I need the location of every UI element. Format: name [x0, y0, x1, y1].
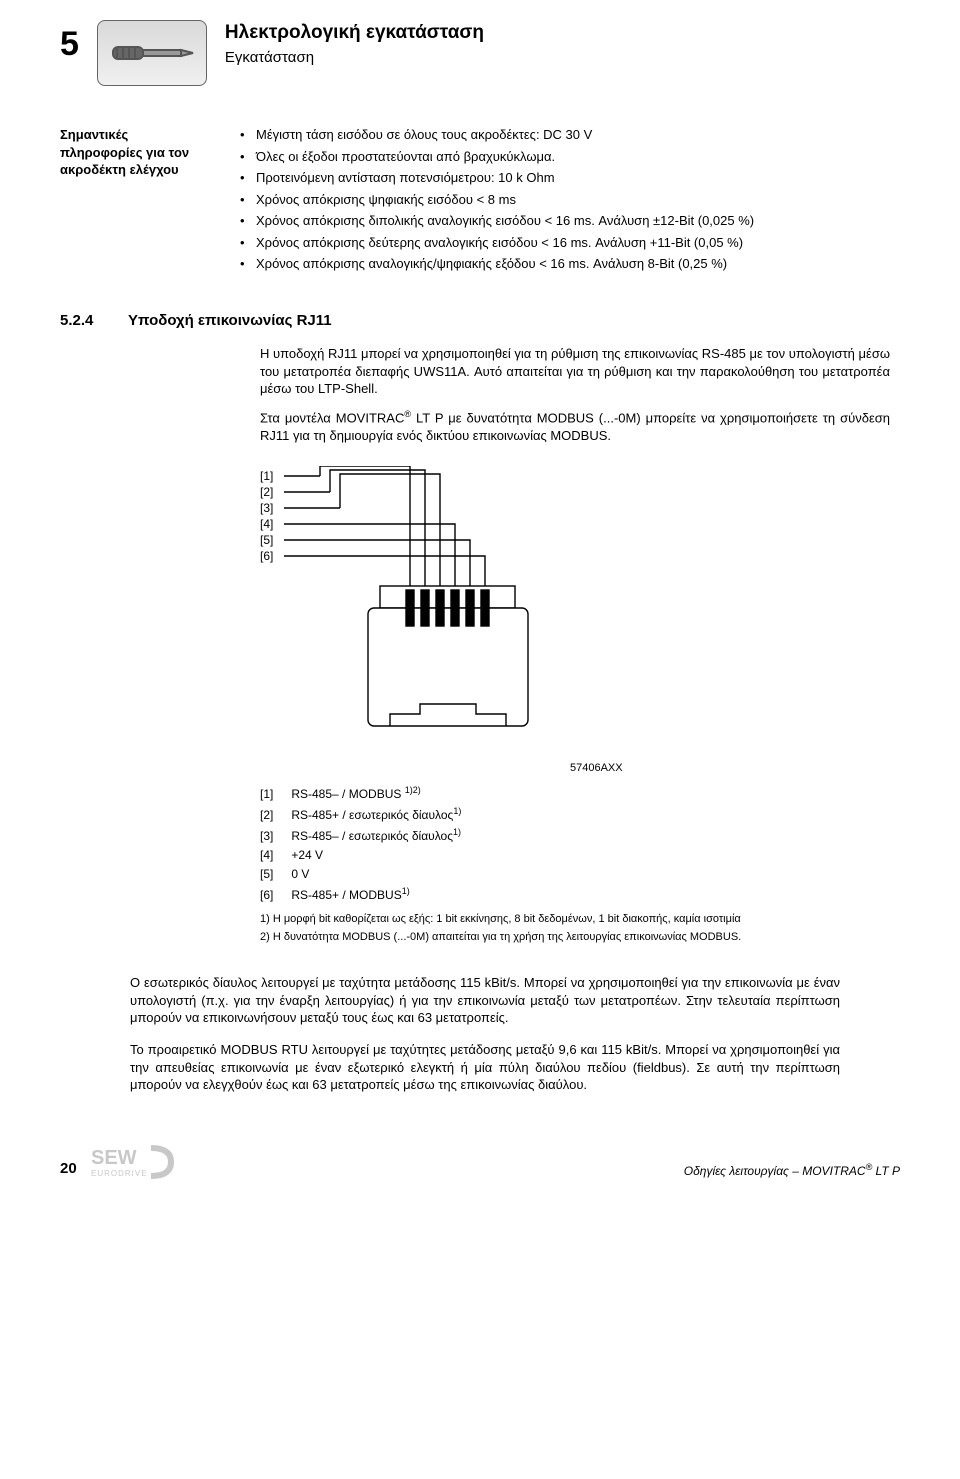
section-title: Υποδοχή επικοινωνίας RJ11 — [128, 311, 332, 331]
paragraph-1: Η υποδοχή RJ11 μπορεί να χρησιμοποιηθεί … — [260, 345, 890, 398]
pin-row: [5] 0 V — [260, 866, 900, 882]
page-header: 5 Ηλεκτρολογική εγκατάσταση Εγκατάσταση — [60, 20, 900, 86]
sew-logo: SEW EURODRIVE — [91, 1144, 191, 1180]
section-heading: 5.2.4 Υποδοχή επικοινωνίας RJ11 — [60, 311, 900, 331]
svg-text:[1]: [1] — [260, 469, 273, 483]
pin-row: [6] RS-485+ / MODBUS1) — [260, 885, 900, 903]
bullet-item: Μέγιστη τάση εισόδου σε όλους τους ακροδ… — [240, 126, 900, 144]
section-body: Η υποδοχή RJ11 μπορεί να χρησιμοποιηθεί … — [260, 345, 890, 444]
bullet-item: Χρόνος απόκρισης ψηφιακής εισόδου < 8 ms — [240, 191, 900, 209]
header-titles: Ηλεκτρολογική εγκατάσταση Εγκατάσταση — [225, 20, 484, 68]
svg-text:EURODRIVE: EURODRIVE — [91, 1169, 148, 1178]
bullet-item: Χρόνος απόκρισης αναλογικής/ψηφιακής εξό… — [240, 255, 900, 273]
rj11-figure: [1] [2] [3] [4] [5] [6] — [260, 466, 900, 751]
bullet-item: Χρόνος απόκρισης διπολικής αναλογικής ει… — [240, 212, 900, 230]
pin-legend: 57406AXX [1] RS-485– / MODBUS 1)2) [2] RS… — [260, 761, 900, 904]
heading-sub: Εγκατάσταση — [225, 48, 484, 68]
svg-text:[4]: [4] — [260, 517, 273, 531]
bullet-list: Μέγιστη τάση εισόδου σε όλους τους ακροδ… — [240, 126, 900, 277]
paragraph-4: Το προαιρετικό MODBUS RTU λειτουργεί με … — [130, 1041, 840, 1094]
info-block: Σημαντικές πληροφορίες για τον ακροδέκτη… — [60, 126, 900, 277]
heading-main: Ηλεκτρολογική εγκατάσταση — [225, 20, 484, 46]
figure-reference: 57406AXX — [570, 761, 900, 776]
footnotes: 1) Η μορφή bit καθορίζεται ως εξής: 1 bi… — [260, 912, 900, 945]
svg-text:[3]: [3] — [260, 501, 273, 515]
section-number: 5.2.4 — [60, 311, 110, 331]
pin-row: [1] RS-485– / MODBUS 1)2) — [260, 784, 900, 802]
para2-pre: Στα μοντέλα MOVITRAC — [260, 410, 404, 425]
bullet-item: Χρόνος απόκρισης δεύτερης αναλογικής εισ… — [240, 234, 900, 252]
footnote: 1) Η μορφή bit καθορίζεται ως εξής: 1 bi… — [260, 912, 900, 927]
page-number: 20 — [60, 1159, 77, 1179]
footer-text: Οδηγίες λειτουργίας – MOVITRAC® LT P — [684, 1161, 900, 1179]
chapter-number: 5 — [60, 22, 79, 68]
bullet-item: Προτεινόμενη αντίσταση ποτενσιόμετρου: 1… — [240, 169, 900, 187]
svg-text:[6]: [6] — [260, 549, 273, 563]
svg-text:[2]: [2] — [260, 485, 273, 499]
svg-text:SEW: SEW — [91, 1147, 137, 1169]
paragraph-3: Ο εσωτερικός δίαυλος λειτουργεί με ταχύτ… — [130, 974, 840, 1027]
pin-row: [2] RS-485+ / εσωτερικός δίαυλος1) — [260, 805, 900, 823]
reg-mark: ® — [404, 409, 411, 419]
footer-post: LT P — [872, 1164, 900, 1178]
bullet-item: Όλες οι έξοδοι προστατεύονται από βραχυκ… — [240, 148, 900, 166]
screwdriver-icon — [97, 20, 207, 86]
footer-pre: Οδηγίες λειτουργίας – MOVITRAC — [684, 1164, 866, 1178]
footnote: 2) Η δυνατότητα MODBUS (...-0M) απαιτείτ… — [260, 930, 900, 945]
paragraph-2: Στα μοντέλα MOVITRAC® LT P με δυνατότητα… — [260, 408, 890, 444]
page-footer: 20 SEW EURODRIVE Οδηγίες λειτουργίας – M… — [60, 1144, 900, 1180]
pin-row: [3] RS-485– / εσωτερικός δίαυλος1) — [260, 826, 900, 844]
svg-text:[5]: [5] — [260, 533, 273, 547]
pin-row: [4] +24 V — [260, 847, 900, 863]
side-label: Σημαντικές πληροφορίες για τον ακροδέκτη… — [60, 126, 210, 277]
